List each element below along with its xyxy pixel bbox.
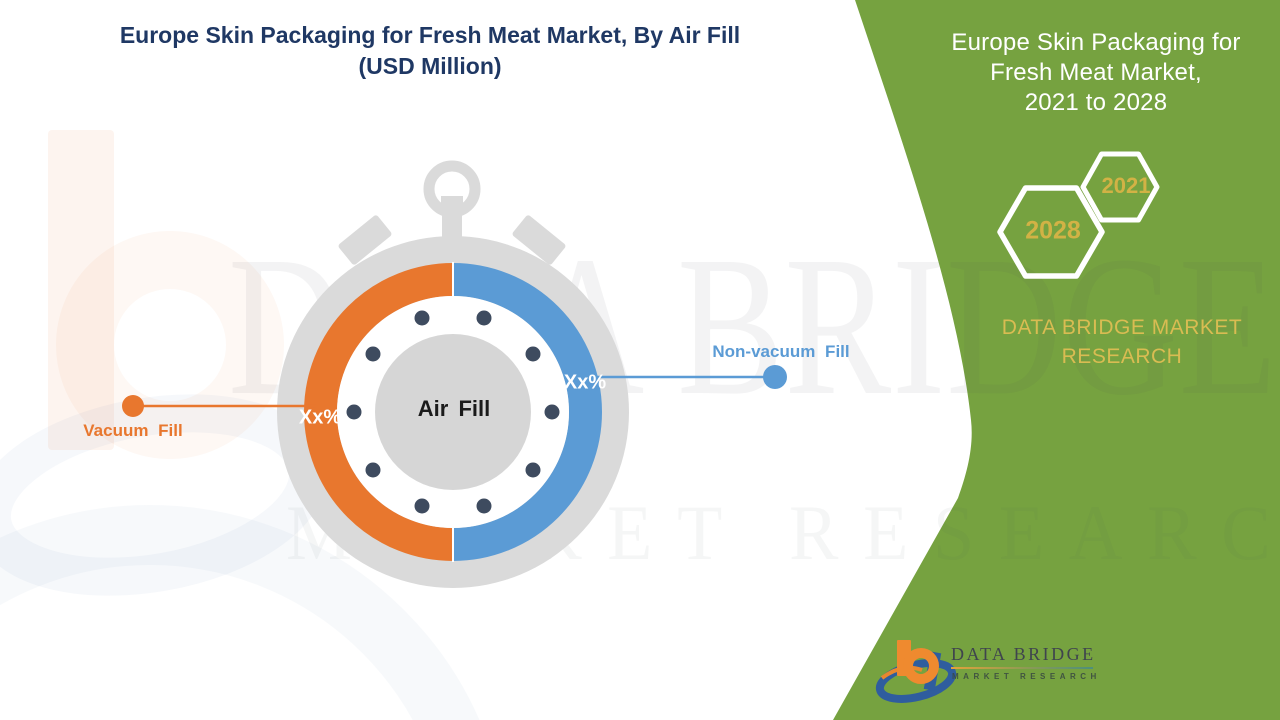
watermark-b-bowl [56,231,284,459]
chart-title-line1: Europe Skin Packaging for Fresh Meat Mar… [119,22,741,48]
donut-center-label: Air Fill [417,396,491,421]
vacuum-fill-value-label: Xx% [298,406,342,429]
side-panel-title-line1: Europe Skin Packaging for [951,29,1241,56]
chart-title: Europe Skin Packaging for Fresh Meat Mar… [60,20,800,82]
year-end-label: 2028 [1025,216,1081,245]
brand-name-line2: RESEARCH [1061,345,1183,368]
segment-gap-top [452,262,454,298]
stopwatch-left-button [338,215,392,265]
year-start-label: 2021 [1101,173,1151,198]
dial-tick-dots [346,310,560,514]
watermark-b-stem [48,130,114,450]
segment-non-vacuum-fill [452,263,602,561]
brand-name-line1: DATA BRIDGE MARKET [1001,316,1243,339]
watermark-bottom-swoosh [0,505,480,720]
side-panel-title-line2: Fresh Meat Market, [990,59,1202,86]
side-panel-title: Europe Skin Packaging for Fresh Meat Mar… [936,28,1256,118]
segment-gap-bottom [452,526,454,562]
brand-name-text: DATA BRIDGE MARKET RESEARCH [962,313,1280,371]
logo-b-bowl [903,648,939,684]
segment-vacuum-fill [304,263,454,561]
logo-tagline: MARKET RESEARCH [952,672,1101,681]
non-vacuum-fill-value-label: Xx% [563,371,607,394]
stopwatch-stem [442,208,462,242]
legend-non-vacuum-fill: Non-vacuum Fill [712,342,850,361]
hexagon-2021 [1080,151,1160,223]
dial-center-disc [375,334,531,490]
side-panel-title-line3: 2021 to 2028 [1024,89,1168,116]
logo-wordmark: DATA BRIDGE [951,644,1096,664]
legend-vacuum-fill: Vacuum Fill [83,421,183,440]
green-panel-polygon [833,0,1280,720]
stopwatch-right-button [512,215,566,265]
logo-divider [951,667,1093,669]
vacuum-leader-dot [122,395,144,417]
hexagon-2028 [997,185,1105,279]
chart-title-line2: (USD Million) [358,53,502,79]
non-vacuum-leader-dot [763,365,787,389]
